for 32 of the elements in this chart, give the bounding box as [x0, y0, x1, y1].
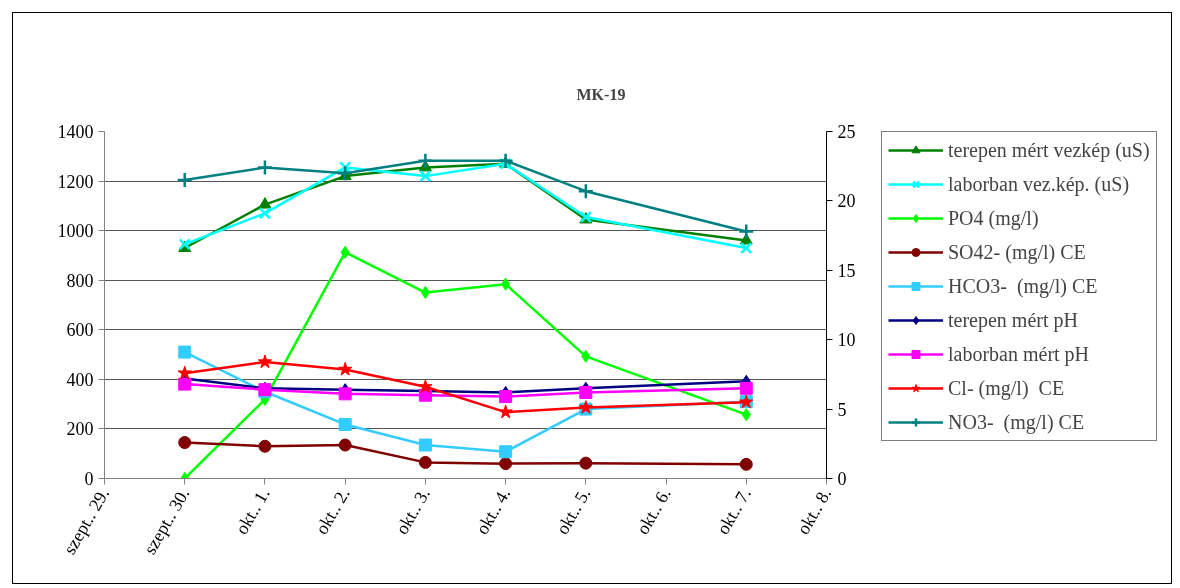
y2-tick-label: 15	[837, 260, 856, 281]
y-tick-label: 600	[66, 320, 94, 341]
x-tick-label: okt.. 1.	[231, 484, 274, 538]
y-tick-label: 1400	[57, 122, 94, 142]
y-tick-label: 200	[66, 419, 94, 440]
legend-label: Cl- (mg/l) CE	[948, 376, 1065, 400]
y-tick-label: 0	[84, 469, 94, 489]
y-tick-label: 800	[66, 270, 94, 291]
y2-tick-label: 20	[837, 191, 856, 212]
legend-label: laborban vez.kép. (uS)	[948, 172, 1130, 196]
chart-title: MK-19	[576, 85, 626, 103]
y2-tick-label: 10	[837, 330, 856, 351]
legend-label: laborban mért pH	[948, 342, 1090, 366]
x-tick-label: okt.. 7.	[712, 484, 755, 538]
x-tick-label: okt.. 5.	[552, 484, 595, 538]
y-tick-label: 1200	[57, 171, 94, 192]
y-tick-label: 1000	[57, 221, 94, 242]
x-tick-label: okt.. 2.	[311, 484, 354, 538]
y-tick-label: 400	[66, 369, 94, 390]
legend-label: SO42- (mg/l) CE	[948, 240, 1086, 264]
y2-tick-label: 5	[837, 399, 847, 420]
legend-label: NO3- (mg/l) CE	[948, 410, 1085, 434]
legend-label: terepen mért pH	[948, 308, 1078, 332]
y2-tick-label: 25	[837, 122, 856, 142]
legend-label: PO4 (mg/l)	[948, 206, 1039, 230]
y2-tick-label: 0	[837, 469, 847, 489]
x-tick-label: okt.. 4.	[471, 484, 515, 538]
legend-label: terepen mért vezkép (uS)	[948, 138, 1150, 162]
x-tick-label: okt.. 6.	[632, 484, 675, 538]
legend-label: HCO3- (mg/l) CE	[948, 274, 1098, 298]
x-tick-label: okt.. 3.	[391, 484, 435, 538]
x-tick-label: okt.. 8.	[792, 484, 836, 538]
